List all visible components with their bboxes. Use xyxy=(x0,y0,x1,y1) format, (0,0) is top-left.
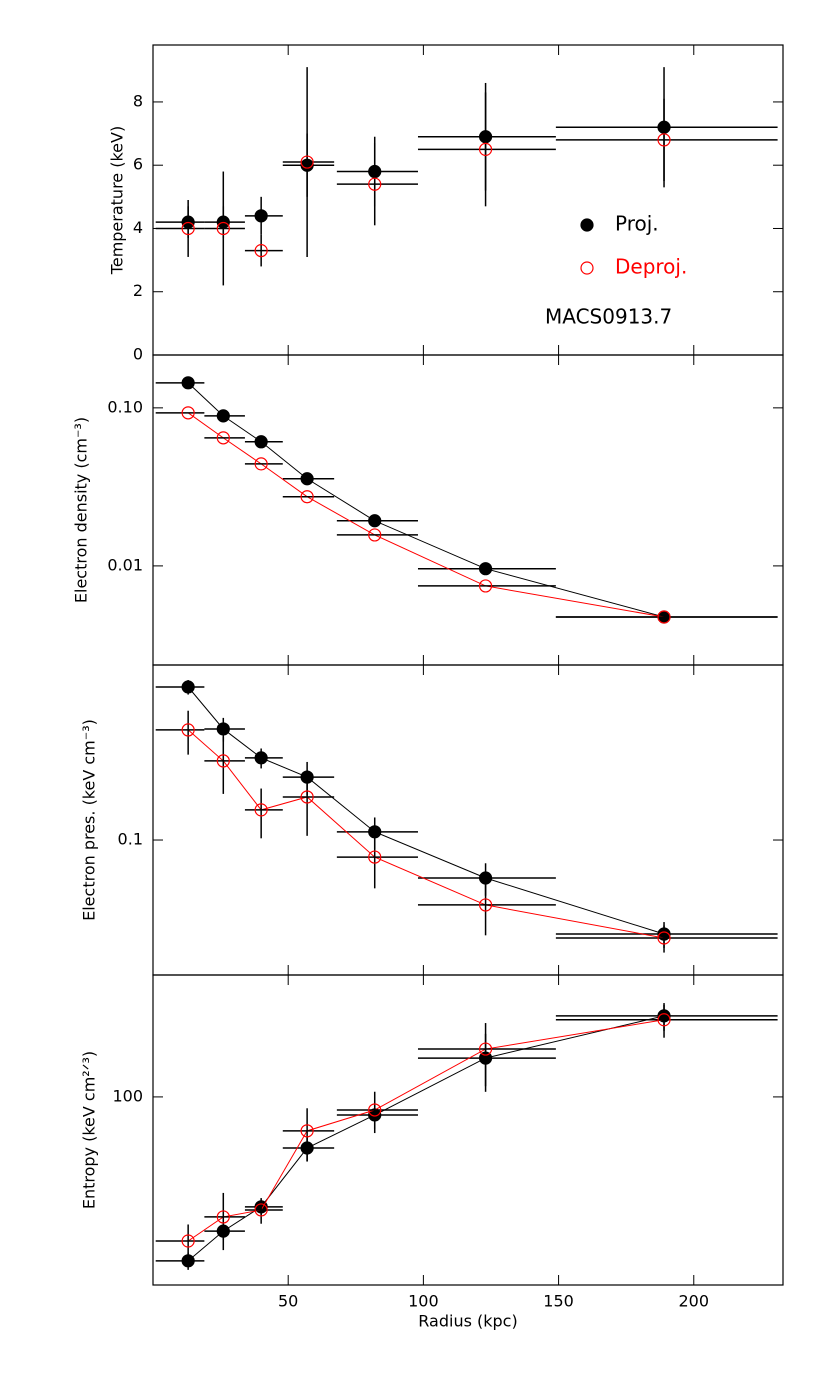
data-point xyxy=(254,1203,268,1217)
data-point xyxy=(368,177,382,191)
data-point xyxy=(181,680,195,694)
y-tick-label: 0.1 xyxy=(118,830,143,849)
legend-label: Deproj. xyxy=(615,255,687,279)
y-tick-label: 0.01 xyxy=(107,555,143,574)
y-axis-label: Electron density (cm⁻³) xyxy=(72,417,91,603)
series-line xyxy=(187,1015,665,1262)
data-point xyxy=(254,803,268,817)
data-point xyxy=(657,610,671,624)
x-tick-label: 150 xyxy=(543,1292,574,1311)
y-axis-label: Temperature (keV) xyxy=(108,126,127,275)
data-point xyxy=(216,1210,230,1224)
data-point xyxy=(216,221,230,236)
y-tick-label: 6 xyxy=(133,155,143,174)
data-point xyxy=(254,209,268,223)
x-tick-label: 50 xyxy=(278,1292,298,1311)
data-point xyxy=(254,244,268,258)
data-point xyxy=(254,435,268,449)
data-point xyxy=(478,142,493,156)
data-point xyxy=(478,871,493,885)
x-axis-label: Radius (kpc) xyxy=(418,1312,517,1331)
data-point xyxy=(478,1042,493,1056)
y-axis-label: Electron pres. (keV cm⁻³) xyxy=(80,719,99,921)
data-point xyxy=(478,562,493,576)
annotation: MACS0913.7 xyxy=(545,305,672,329)
data-point xyxy=(300,490,314,504)
data-point xyxy=(181,723,195,737)
y-tick-label: 2 xyxy=(133,281,143,300)
data-point xyxy=(300,1124,314,1138)
legend-marker xyxy=(580,218,594,232)
y-tick-label: 0 xyxy=(133,345,143,364)
x-tick-label: 200 xyxy=(678,1292,709,1311)
legend-label: Proj. xyxy=(615,212,659,236)
data-point xyxy=(181,1234,195,1248)
series-line xyxy=(187,382,665,618)
legend-marker xyxy=(580,261,594,275)
data-point xyxy=(657,1013,671,1027)
plot-frame xyxy=(152,664,784,976)
data-point xyxy=(657,133,671,147)
data-point xyxy=(216,722,230,736)
plot-frame xyxy=(152,354,784,666)
data-point xyxy=(368,850,382,864)
data-point xyxy=(300,472,314,486)
data-point xyxy=(216,754,230,768)
data-point xyxy=(181,376,195,390)
y-tick-label: 100 xyxy=(112,1086,143,1105)
data-point xyxy=(368,528,382,542)
data-point xyxy=(657,931,671,945)
y-axis-label: Entropy (keV cm²ᐟ³) xyxy=(80,1051,99,1209)
y-tick-label: 0.10 xyxy=(107,397,143,416)
data-point xyxy=(368,1103,382,1117)
x-tick-label: 100 xyxy=(408,1292,439,1311)
data-point xyxy=(254,457,268,471)
data-point xyxy=(300,790,314,804)
y-tick-label: 4 xyxy=(133,218,143,237)
data-point xyxy=(300,155,314,169)
data-point xyxy=(216,409,230,423)
data-point xyxy=(368,514,382,528)
data-point xyxy=(478,898,493,912)
data-point xyxy=(216,431,230,445)
data-point xyxy=(181,221,195,236)
data-point xyxy=(478,579,493,593)
data-point xyxy=(254,751,268,765)
plot-frame xyxy=(152,974,784,1286)
y-tick-label: 8 xyxy=(133,91,143,110)
data-point xyxy=(181,406,195,420)
plot-frame xyxy=(152,44,784,356)
